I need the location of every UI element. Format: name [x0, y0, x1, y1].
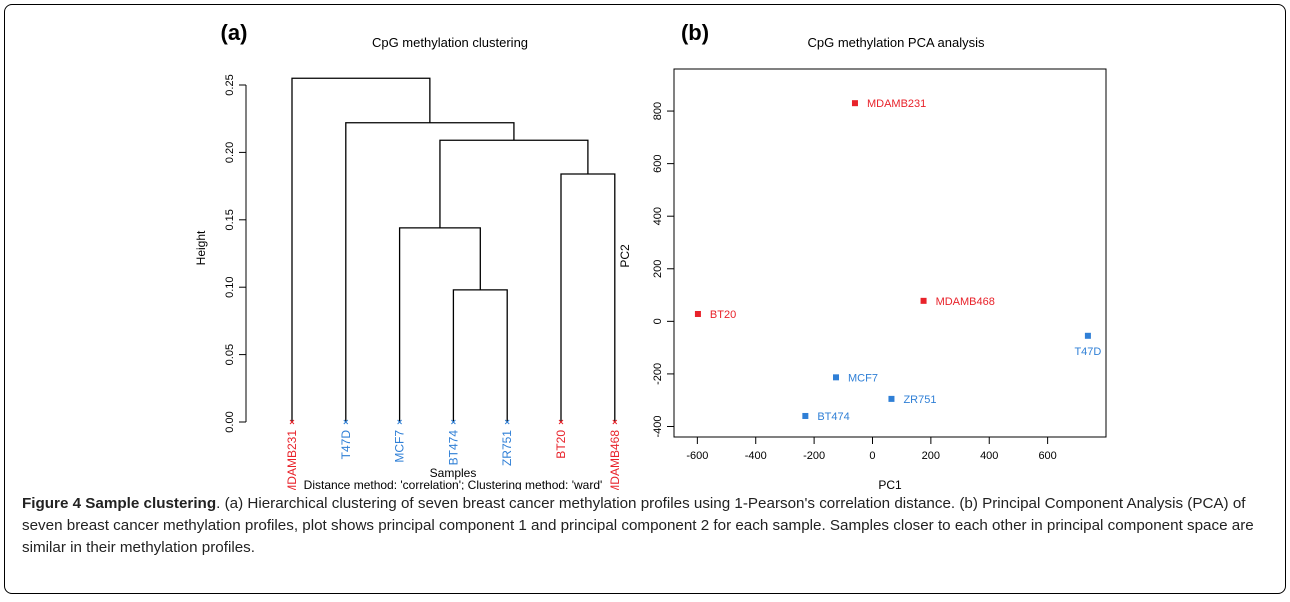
y-tick-label: 0.05	[224, 344, 236, 365]
dendrogram-link	[560, 173, 616, 422]
x-tick-label: -400	[745, 450, 767, 462]
dendrogram-link	[291, 77, 431, 422]
leaf-label: MDAMB231	[285, 430, 299, 490]
y-tick-label: 0.10	[224, 276, 236, 297]
pca-point	[833, 374, 839, 381]
pca-point	[888, 395, 895, 402]
dendrogram-x-axis-label: Samples	[430, 466, 477, 480]
pca-point	[1084, 332, 1091, 339]
pca-x-ticks: -600 -400 -200 0 200 400 600	[686, 437, 1057, 462]
y-tick-label: 0.00	[224, 411, 236, 432]
y-tick-label: 0.15	[224, 209, 236, 230]
y-tick-label: 800	[652, 102, 664, 120]
dendrogram-panel: (a) CpG methylation clustering Height 0.…	[194, 20, 622, 490]
pca-x-axis-label: PC1	[878, 478, 902, 490]
leaf-label: BT474	[446, 430, 460, 466]
figure-charts: (a) CpG methylation clustering Height 0.…	[194, 20, 1107, 490]
pca-point-label: MCF7	[848, 372, 878, 384]
x-tick-label: 400	[980, 450, 998, 462]
dendrogram-link	[452, 289, 508, 422]
y-tick-label: 0	[652, 318, 664, 324]
figure-caption: Figure 4 Sample clustering. (a) Hierarch…	[22, 493, 1272, 559]
pca-y-ticks: -400 -200 0 200 400 600 800	[652, 102, 674, 438]
y-tick-label: -400	[652, 415, 664, 437]
pca-point	[694, 310, 701, 317]
pca-point-label: T47D	[1074, 346, 1101, 358]
leaf-marker	[558, 419, 564, 425]
x-tick-label: -200	[803, 450, 825, 462]
y-tick-label: 200	[652, 260, 664, 278]
panel-b-label: (b)	[681, 20, 709, 45]
leaf-label: T47D	[339, 430, 353, 460]
pca-points: MDAMB231 BT20 MDAMB468 T47D MCF7 ZR751 BT474	[694, 98, 1101, 423]
leaf-marker	[343, 419, 349, 425]
dendrogram-y-axis-label: Height	[194, 230, 208, 265]
caption-lead: Figure 4 Sample clustering	[22, 495, 217, 512]
leaf-label: MDAMB468	[608, 430, 622, 490]
pca-y-axis-label: PC2	[618, 244, 632, 268]
leaf-marker	[451, 419, 456, 425]
x-tick-label: 200	[922, 450, 940, 462]
dendrogram-y-ticks: 0.00 0.05 0.10 0.15 0.20 0.25	[224, 74, 246, 433]
leaf-label: ZR751	[500, 430, 514, 466]
y-tick-label: 400	[652, 207, 664, 225]
x-tick-label: -600	[686, 450, 708, 462]
leaf-label: BT20	[554, 430, 568, 459]
pca-plot-box	[673, 68, 1107, 438]
panel-a-label: (a)	[221, 20, 248, 45]
leaf-marker	[289, 419, 295, 425]
dendrogram-title: CpG methylation clustering	[372, 35, 528, 50]
dendrogram-method-label: Distance method: 'correlation'; Clusteri…	[304, 478, 603, 490]
leaf-marker	[504, 419, 510, 425]
dendrogram-leaves: MDAMB231 T47D MCF7 BT474 ZR751 BT20 MDAMB468	[285, 419, 622, 490]
pca-point-label: BT20	[710, 309, 736, 321]
dendrogram-link	[345, 122, 515, 422]
leaf-label: MCF7	[393, 430, 407, 463]
y-tick-label: 0.20	[224, 142, 236, 163]
leaf-marker	[397, 419, 402, 425]
y-tick-label: -200	[652, 363, 664, 385]
pca-point	[920, 297, 927, 304]
y-tick-label: 600	[652, 154, 664, 172]
dendrogram-links	[291, 77, 616, 422]
pca-point-label: BT474	[817, 411, 849, 423]
pca-point-label: MDAMB468	[936, 296, 995, 308]
pca-panel: (b) CpG methylation PCA analysis -600 -40…	[618, 20, 1107, 490]
caption-text: . (a) Hierarchical clustering of seven b…	[22, 495, 1254, 556]
pca-point-label: ZR751	[903, 394, 936, 406]
y-tick-label: 0.25	[224, 74, 236, 95]
dendrogram-link	[439, 139, 589, 228]
pca-point	[851, 100, 858, 107]
x-tick-label: 0	[869, 450, 875, 462]
pca-point	[802, 412, 809, 419]
leaf-marker	[612, 419, 618, 425]
pca-title: CpG methylation PCA analysis	[807, 35, 985, 50]
x-tick-label: 600	[1038, 450, 1056, 462]
dendrogram-link	[398, 227, 481, 422]
figure-frame	[4, 4, 1286, 594]
pca-point-label: MDAMB231	[867, 98, 926, 110]
